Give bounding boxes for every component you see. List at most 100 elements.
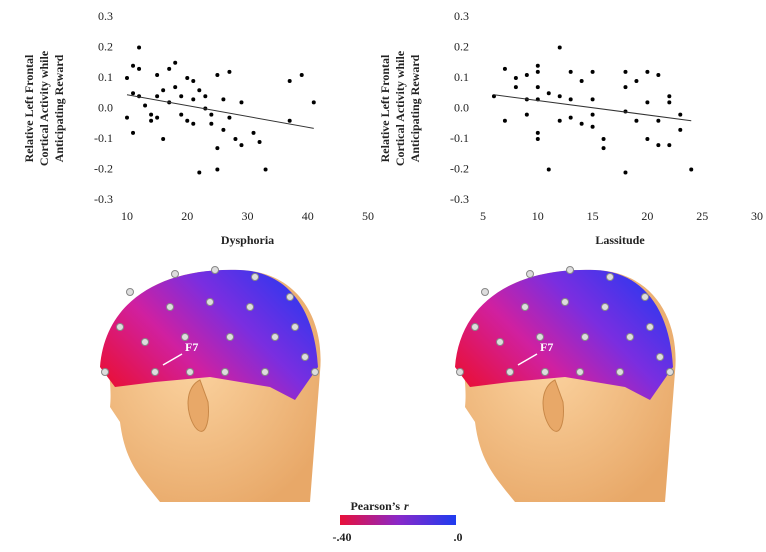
- point: [623, 85, 627, 89]
- x-tick-label: 25: [696, 209, 708, 223]
- y-axis-label: Relative Left Frontal: [22, 54, 36, 162]
- point: [591, 70, 595, 74]
- point: [264, 168, 268, 172]
- point: [239, 100, 243, 104]
- point: [252, 131, 256, 135]
- point: [667, 94, 671, 98]
- point: [536, 64, 540, 68]
- point: [656, 73, 660, 77]
- point: [580, 79, 584, 83]
- point: [536, 137, 540, 141]
- point: [312, 100, 316, 104]
- point: [536, 85, 540, 89]
- point: [173, 61, 177, 65]
- point: [569, 116, 573, 120]
- point: [215, 73, 219, 77]
- y-tick-label: -0.1: [94, 131, 113, 145]
- point: [300, 73, 304, 77]
- point: [667, 100, 671, 104]
- head-right: [455, 267, 676, 503]
- point: [678, 113, 682, 117]
- colorbar: [340, 515, 456, 525]
- point: [215, 146, 219, 150]
- point: [558, 119, 562, 123]
- point: [525, 113, 529, 117]
- point: [536, 131, 540, 135]
- point: [602, 146, 606, 150]
- point: [645, 100, 649, 104]
- y-tick-label: 0.1: [98, 70, 113, 84]
- point: [634, 119, 638, 123]
- point: [125, 76, 129, 80]
- point: [239, 143, 243, 147]
- point: [191, 79, 195, 83]
- point: [191, 97, 195, 101]
- point: [149, 119, 153, 123]
- point: [547, 91, 551, 95]
- point: [547, 168, 551, 172]
- point: [161, 88, 165, 92]
- x-tick-label: 30: [242, 209, 254, 223]
- point: [558, 94, 562, 98]
- point: [161, 137, 165, 141]
- point: [155, 94, 159, 98]
- point: [634, 79, 638, 83]
- point: [185, 76, 189, 80]
- point: [131, 64, 135, 68]
- y-axis-label: Anticipating Reward: [52, 54, 66, 162]
- point: [656, 119, 660, 123]
- point: [209, 113, 213, 117]
- y-tick-label: 0.3: [98, 9, 113, 23]
- y-tick-label: 0.1: [454, 70, 469, 84]
- colorbar-title-italic: r: [404, 499, 409, 513]
- point: [602, 137, 606, 141]
- point: [514, 76, 518, 80]
- point: [623, 171, 627, 175]
- point: [179, 94, 183, 98]
- point: [645, 70, 649, 74]
- point: [525, 73, 529, 77]
- point: [149, 113, 153, 117]
- point: [288, 119, 292, 123]
- point: [137, 67, 141, 71]
- point: [580, 122, 584, 126]
- y-axis-label: Cortical Activity while: [393, 50, 407, 166]
- point: [233, 137, 237, 141]
- point: [173, 85, 177, 89]
- point: [645, 137, 649, 141]
- point: [288, 79, 292, 83]
- point: [558, 46, 562, 50]
- x-tick-label: 5: [480, 209, 486, 223]
- point: [179, 113, 183, 117]
- y-axis-label: Relative Left Frontal: [378, 54, 392, 162]
- point: [227, 116, 231, 120]
- x-tick-label: 20: [641, 209, 653, 223]
- y-axis-label: Anticipating Reward: [408, 54, 422, 162]
- point: [137, 46, 141, 50]
- point: [667, 143, 671, 147]
- trendline: [127, 95, 314, 129]
- point: [689, 168, 693, 172]
- point: [678, 128, 682, 132]
- point: [503, 67, 507, 71]
- electrode-label: F7: [185, 340, 198, 354]
- point: [215, 168, 219, 172]
- y-tick-label: 0.0: [98, 100, 113, 114]
- point: [155, 73, 159, 77]
- x-tick-label: 40: [302, 209, 314, 223]
- x-axis-label: Lassitude: [595, 233, 645, 247]
- point: [221, 97, 225, 101]
- point: [503, 119, 507, 123]
- x-tick-label: 10: [532, 209, 544, 223]
- colorbar-max: .0: [454, 530, 463, 544]
- point: [131, 91, 135, 95]
- electrode-label: F7: [540, 340, 553, 354]
- point: [569, 97, 573, 101]
- point: [258, 140, 262, 144]
- x-axis-label: Dysphoria: [221, 233, 274, 247]
- point: [131, 131, 135, 135]
- x-tick-label: 10: [121, 209, 133, 223]
- y-tick-label: -0.2: [450, 161, 469, 175]
- y-tick-label: 0.0: [454, 100, 469, 114]
- y-axis-label: Cortical Activity while: [37, 50, 51, 166]
